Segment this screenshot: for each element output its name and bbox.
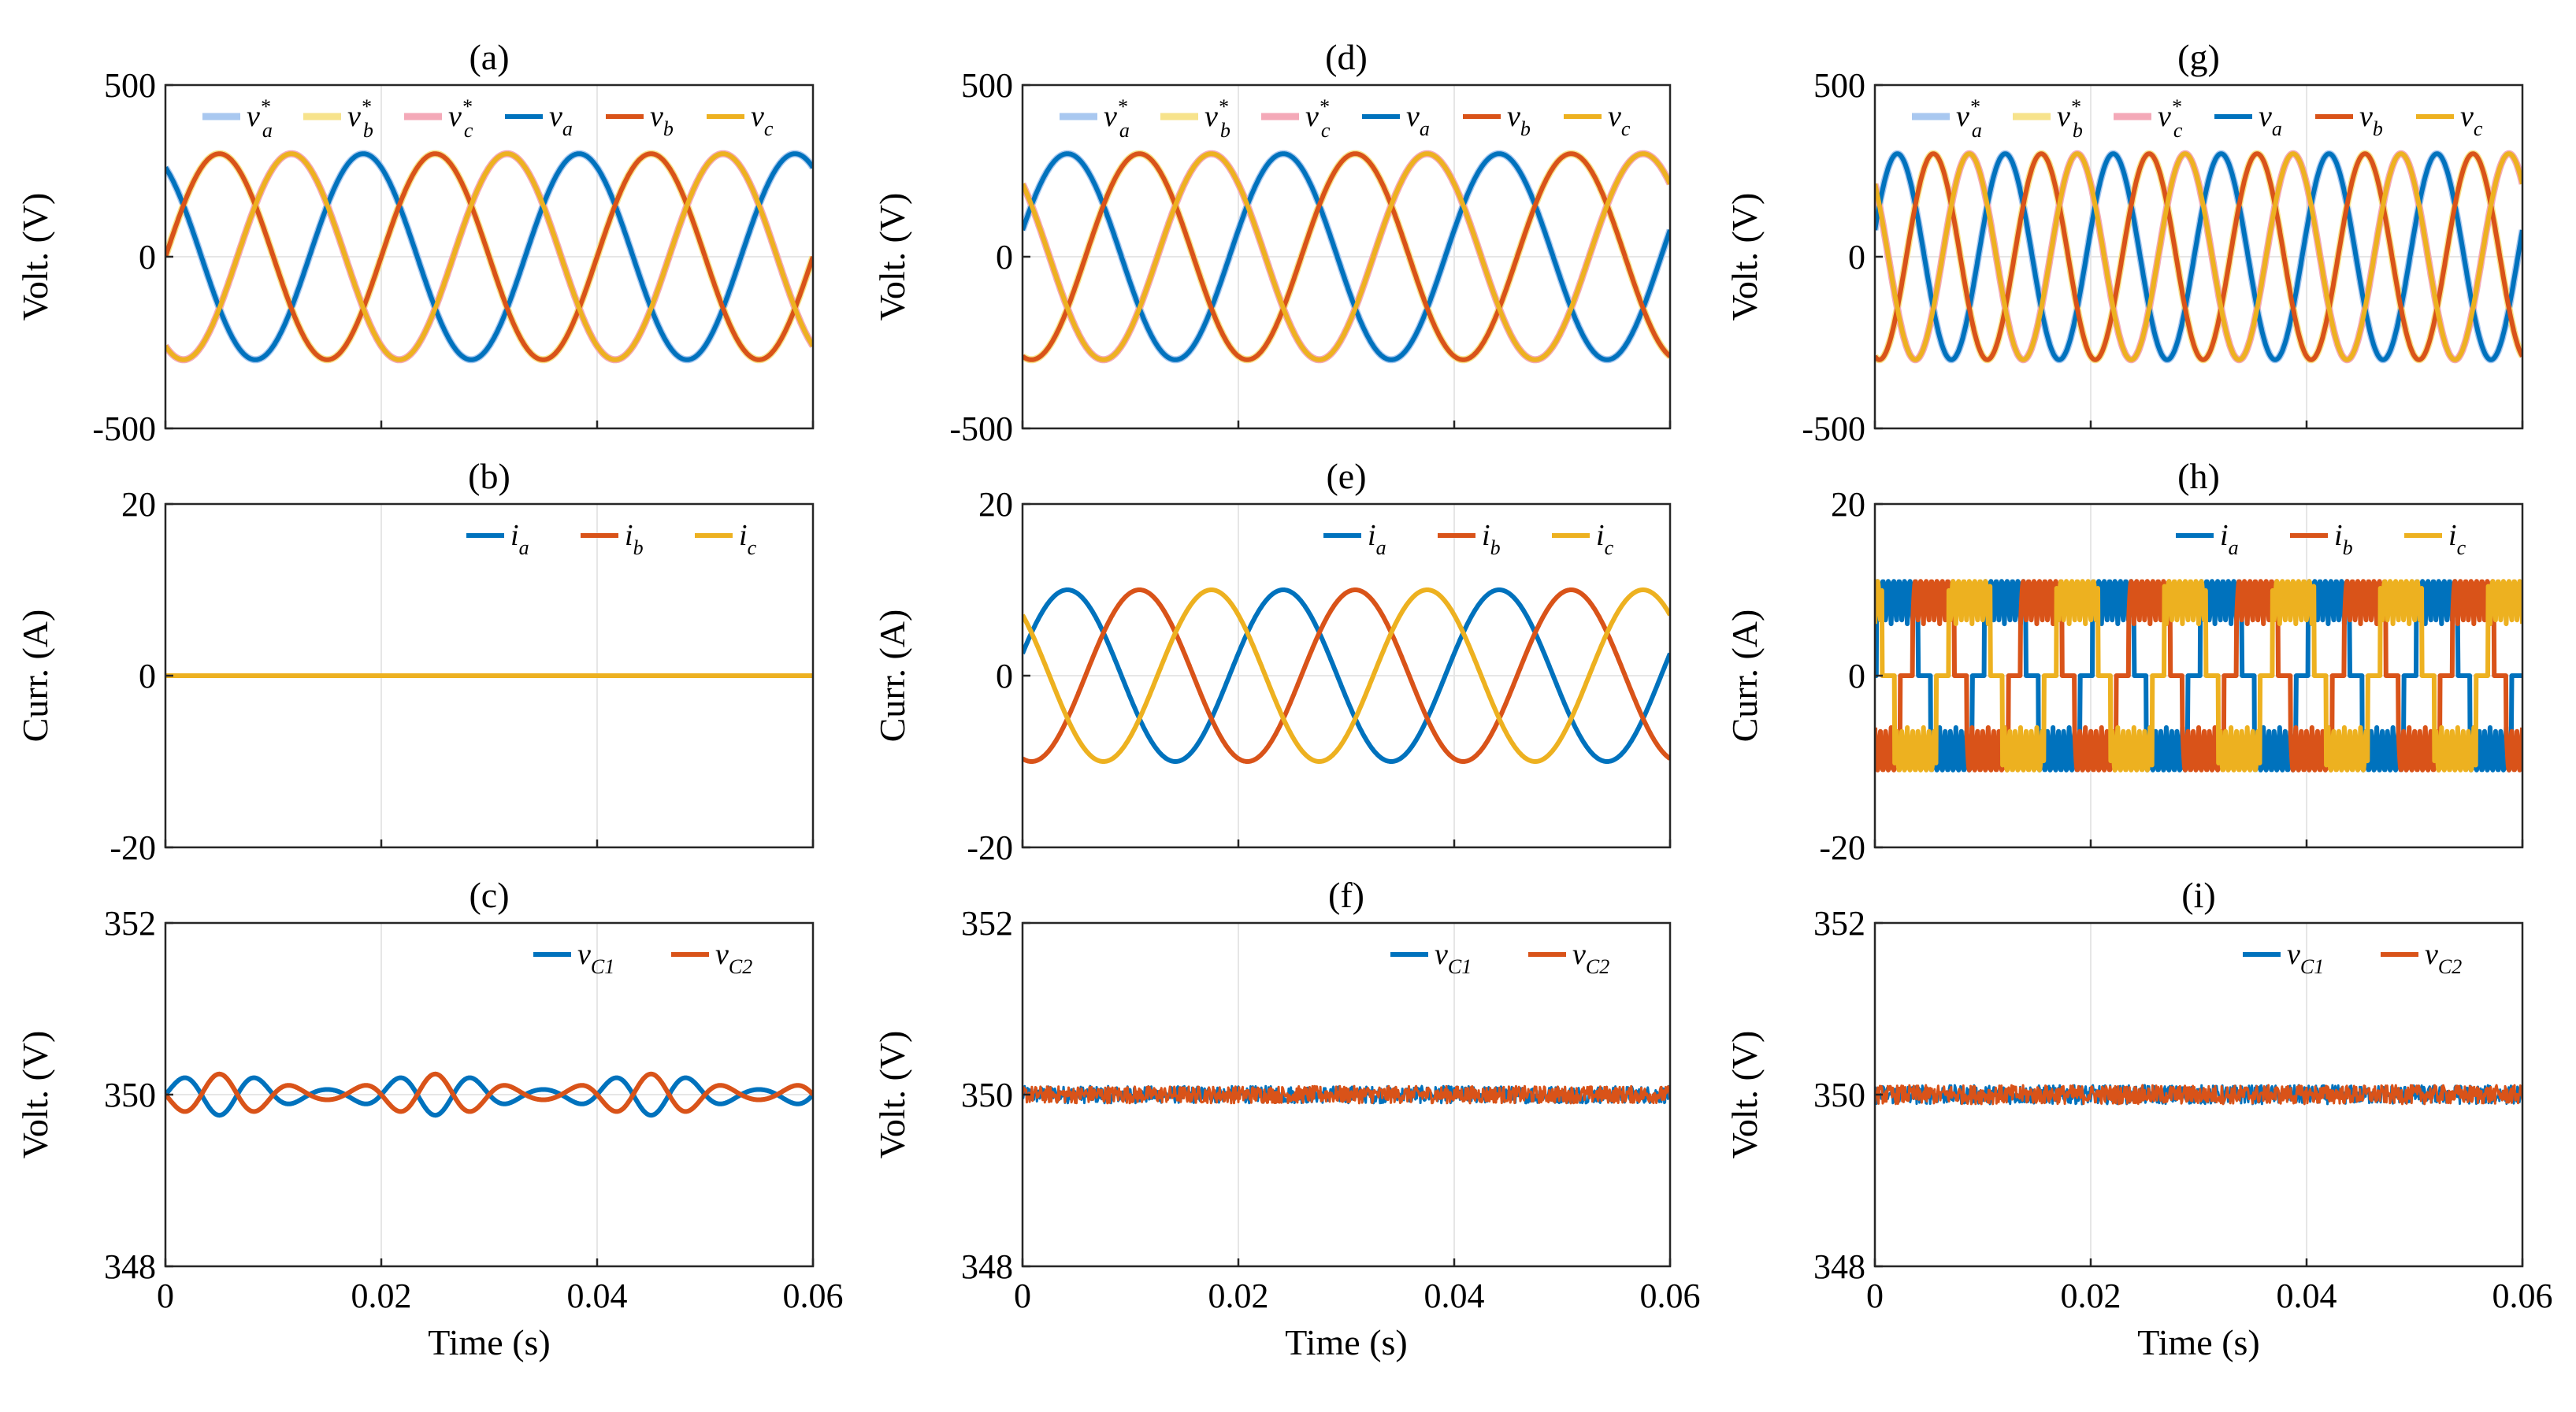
x-tick-label: 0.02	[2061, 1277, 2121, 1315]
subplot-title: (d)	[1325, 37, 1368, 77]
y-tick-label: 500	[1813, 66, 1865, 105]
x-axis-label: Time (s)	[428, 1322, 551, 1362]
x-tick-label: 0	[1014, 1277, 1031, 1315]
y-axis-label: Volt. (V)	[872, 1031, 912, 1159]
y-tick-label: 350	[104, 1076, 156, 1114]
y-axis-label: Volt. (V)	[1724, 1031, 1765, 1159]
series-line-ib	[1875, 579, 2522, 773]
x-tick-label: 0	[157, 1277, 174, 1315]
y-tick-label: 350	[1813, 1076, 1865, 1114]
subplot-title: (h)	[2177, 456, 2220, 496]
y-axis-label: Volt. (V)	[15, 193, 55, 321]
series-line-vC2	[1023, 1084, 1670, 1105]
x-tick-label: 0.06	[1640, 1277, 1701, 1315]
y-tick-label: 348	[961, 1247, 1013, 1286]
series-line-ia	[1023, 587, 1670, 764]
x-tick-label: 0.06	[783, 1277, 844, 1315]
y-tick-label: 352	[961, 904, 1013, 943]
series-line-vb	[165, 151, 813, 362]
y-tick-label: -20	[967, 828, 1013, 867]
x-tick-label: 0.04	[567, 1277, 628, 1315]
x-tick-label: 0.04	[2277, 1277, 2337, 1315]
series-line-vc	[165, 151, 813, 362]
y-tick-label: 500	[961, 66, 1013, 105]
subplot-title: (i)	[2181, 875, 2215, 915]
x-tick-label: 0.02	[351, 1277, 412, 1315]
series-line-va	[1875, 151, 2522, 362]
x-tick-label: 0.02	[1208, 1277, 1269, 1315]
series-line-vC2	[165, 1071, 813, 1114]
subplot-title: (e)	[1326, 456, 1366, 496]
y-axis-label: Volt. (V)	[15, 1031, 55, 1159]
y-tick-label: 20	[1831, 485, 1865, 524]
y-tick-label: 0	[1848, 238, 1865, 276]
y-axis-label: Volt. (V)	[872, 193, 912, 321]
x-axis-label: Time (s)	[1285, 1322, 1408, 1362]
y-tick-label: -20	[1819, 828, 1865, 867]
series-line-vc	[1875, 151, 2522, 362]
y-tick-label: -500	[92, 410, 156, 448]
x-tick-label: 0.04	[1424, 1277, 1485, 1315]
y-tick-label: -500	[949, 410, 1013, 448]
series-line-vb	[1875, 151, 2522, 362]
y-tick-label: -500	[1802, 410, 1865, 448]
y-tick-label: 500	[104, 66, 156, 105]
subplot-title: (a)	[469, 37, 509, 77]
series-line-ib	[1023, 587, 1670, 764]
y-tick-label: 352	[1813, 904, 1865, 943]
subplot-title: (f)	[1328, 875, 1364, 915]
y-axis-label: Volt. (V)	[1724, 193, 1765, 321]
y-tick-label: 350	[961, 1076, 1013, 1114]
series-line-vb	[1023, 151, 1670, 362]
subplot-title: (c)	[469, 875, 509, 915]
y-tick-label: 0	[1848, 657, 1865, 695]
legend: ia ib ic	[1323, 519, 1614, 559]
subplot-title: (g)	[2177, 37, 2220, 77]
y-tick-label: 0	[139, 238, 156, 276]
series-line-ic	[1875, 579, 2522, 773]
y-tick-label: 348	[104, 1247, 156, 1286]
x-tick-label: 0	[1866, 1277, 1884, 1315]
y-tick-label: 348	[1813, 1247, 1865, 1286]
y-tick-label: 0	[139, 657, 156, 695]
y-tick-label: 20	[978, 485, 1013, 524]
y-axis-label: Curr. (A)	[15, 610, 55, 743]
y-axis-label: Curr. (A)	[872, 610, 912, 743]
series-line-vC2	[1875, 1084, 2522, 1106]
series-line-vc	[1023, 151, 1670, 362]
subplot-e: 20 0 -20 Curr. (A) (e) ia ib ic	[872, 456, 1672, 867]
x-axis-label: Time (s)	[2137, 1322, 2260, 1362]
legend-label: v* c	[1305, 95, 1331, 142]
x-tick-label: 0.06	[2492, 1277, 2553, 1315]
y-tick-label: 0	[996, 657, 1013, 695]
y-tick-label: 20	[121, 485, 156, 524]
subplot-title: (b)	[468, 456, 510, 496]
series-line-ia	[1875, 579, 2522, 773]
legend-label: ib	[1482, 519, 1501, 559]
series-line-ic	[1023, 587, 1670, 764]
y-tick-label: 352	[104, 904, 156, 943]
y-axis-label: Curr. (A)	[1724, 610, 1765, 743]
series-line-va	[1023, 151, 1670, 362]
series-line-va	[165, 151, 813, 362]
y-tick-label: 0	[996, 238, 1013, 276]
y-tick-label: -20	[109, 828, 156, 867]
